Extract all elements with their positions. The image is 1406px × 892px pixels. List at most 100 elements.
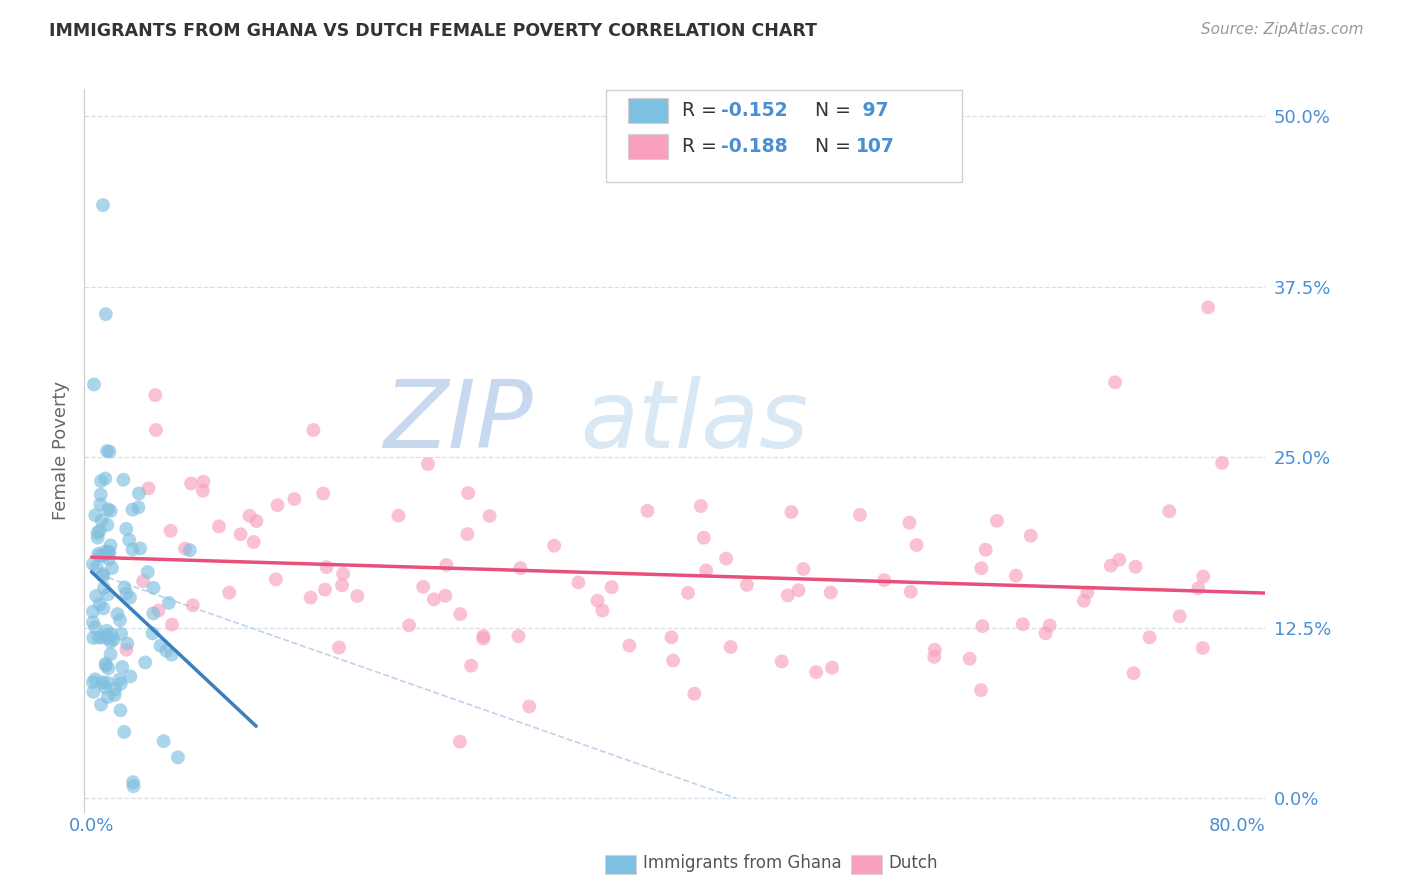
Text: Source: ZipAtlas.com: Source: ZipAtlas.com: [1201, 22, 1364, 37]
Point: [97, 661, 120, 675]
Point: [93, 601, 115, 615]
Point: [90, 698, 112, 712]
Point: [508, 629, 530, 643]
Point: [142, 626, 165, 640]
Point: [96, 444, 118, 458]
Point: [770, 655, 793, 669]
Point: [94, 544, 117, 558]
Point: [82, 675, 104, 690]
Point: [1076, 585, 1098, 599]
Point: [96, 517, 118, 532]
Point: [97, 690, 120, 704]
Point: [460, 658, 482, 673]
Point: [315, 560, 337, 574]
Point: [100, 635, 122, 649]
Point: [90, 513, 112, 527]
Point: [129, 541, 152, 556]
Point: [472, 629, 495, 643]
Point: [91, 569, 114, 583]
Point: [1211, 456, 1233, 470]
Point: [87, 631, 110, 645]
Point: [820, 585, 842, 599]
Point: [82, 631, 104, 645]
Point: [86, 560, 108, 574]
Point: [132, 574, 155, 589]
Point: [96, 628, 118, 642]
Point: [83, 377, 105, 392]
Point: [283, 492, 305, 507]
Point: [100, 504, 122, 518]
Text: -0.188: -0.188: [721, 136, 787, 156]
Point: [100, 627, 122, 641]
Point: [108, 673, 131, 687]
Point: [179, 543, 201, 558]
Point: [1099, 558, 1122, 573]
Point: [84, 508, 107, 523]
Point: [121, 542, 143, 557]
Point: [115, 522, 138, 536]
Point: [714, 551, 737, 566]
Point: [100, 538, 122, 552]
Point: [543, 539, 565, 553]
Point: [898, 516, 921, 530]
Point: [96, 631, 118, 645]
Point: [245, 514, 267, 528]
Point: [478, 508, 501, 523]
Point: [118, 533, 141, 547]
Point: [792, 562, 814, 576]
Point: [181, 599, 204, 613]
Point: [238, 508, 260, 523]
Point: [149, 639, 172, 653]
Point: [91, 198, 114, 212]
Point: [586, 593, 609, 607]
Point: [114, 581, 136, 595]
Point: [472, 632, 495, 646]
Point: [91, 675, 114, 690]
Point: [98, 546, 121, 560]
Text: N =: N =: [815, 136, 858, 156]
Point: [661, 630, 683, 644]
Point: [191, 483, 214, 498]
Point: [1104, 376, 1126, 390]
Point: [174, 541, 197, 556]
Point: [1168, 609, 1191, 624]
Text: -0.152: -0.152: [721, 101, 787, 120]
Point: [1073, 594, 1095, 608]
Point: [86, 531, 108, 545]
Point: [97, 587, 120, 601]
Point: [90, 474, 112, 488]
Point: [312, 486, 335, 500]
Point: [517, 699, 540, 714]
Text: 97: 97: [856, 101, 889, 120]
Point: [695, 564, 717, 578]
Point: [662, 653, 685, 667]
Point: [457, 486, 479, 500]
Point: [959, 651, 981, 665]
Point: [160, 648, 183, 662]
Point: [111, 660, 134, 674]
Point: [509, 561, 531, 575]
Point: [332, 566, 354, 581]
Point: [104, 682, 127, 697]
Point: [94, 307, 117, 321]
Point: [159, 524, 181, 538]
Point: [86, 525, 108, 540]
Point: [82, 615, 104, 630]
Point: [229, 527, 252, 541]
Point: [108, 613, 131, 627]
Point: [120, 669, 142, 683]
Point: [330, 578, 353, 592]
Point: [101, 561, 124, 575]
Point: [218, 585, 240, 599]
Point: [1011, 617, 1033, 632]
Point: [1191, 640, 1213, 655]
Point: [90, 487, 112, 501]
Point: [456, 527, 478, 541]
Point: [155, 643, 177, 657]
Point: [138, 481, 160, 495]
Point: [780, 505, 803, 519]
Point: [82, 605, 104, 619]
Point: [242, 535, 264, 549]
Point: [122, 779, 145, 793]
Point: [1108, 553, 1130, 567]
